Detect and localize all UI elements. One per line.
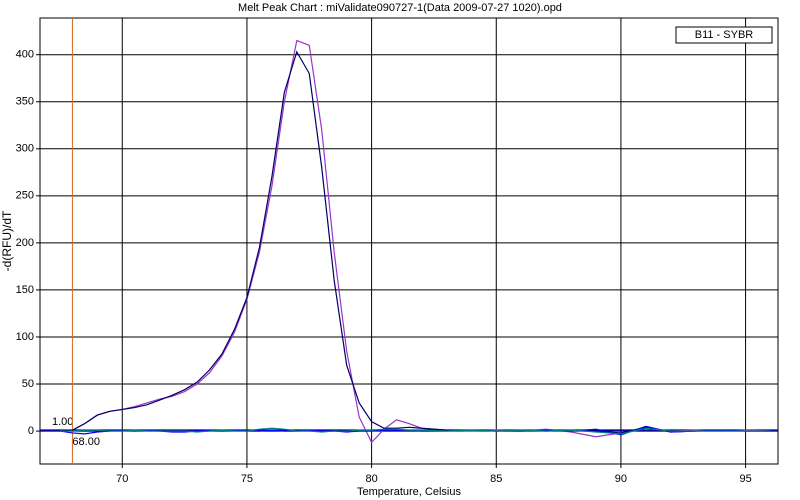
series-line	[59, 50, 771, 434]
x-tick-label: 95	[739, 473, 751, 485]
y-tick-label: 200	[16, 237, 34, 249]
series-line	[59, 39, 771, 444]
x-tick-label: 90	[615, 473, 627, 485]
y-tick-label: 400	[16, 49, 34, 61]
y-tick-label: 350	[16, 96, 34, 108]
y-axis-label: -d(RFU)/dT	[0, 210, 14, 271]
plot-frame	[39, 17, 779, 465]
y-tick-label: 250	[16, 190, 34, 202]
x-tick-label: 75	[241, 473, 253, 485]
x-tick-label: 80	[365, 473, 377, 485]
cursor-label: 68.00	[72, 436, 100, 448]
y-tick-label: 50	[22, 378, 34, 390]
x-axis-label: Temperature, Celsius	[357, 486, 461, 498]
threshold-label: 1.00	[52, 416, 73, 428]
y-tick-label: 300	[16, 143, 34, 155]
chart-title: Melt Peak Chart : miValidate090727-1(Dat…	[238, 2, 562, 14]
y-tick-label: 100	[16, 331, 34, 343]
x-tick-label: 70	[116, 473, 128, 485]
y-tick-label: 150	[16, 284, 34, 296]
legend-label: B11 - SYBR	[695, 29, 754, 41]
y-tick-label: 0	[28, 425, 34, 437]
legend-box	[675, 26, 773, 44]
series-line	[59, 427, 771, 435]
x-tick-label: 85	[490, 473, 502, 485]
